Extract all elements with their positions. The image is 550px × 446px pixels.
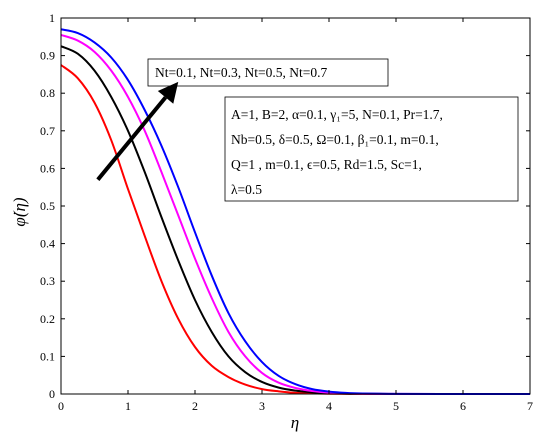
parameter-line-3: Q=1 , m=0.1, ϵ=0.5, Rd=1.5, Sc=1, — [231, 157, 422, 172]
ticks-group: 0 1 2 3 4 5 6 7 0 0.1 0.2 0.3 0.4 0.5 0.6 0.7 0.8 0.9 1 — [40, 11, 533, 413]
x-tick-label: 3 — [259, 399, 265, 413]
x-tick-label: 6 — [460, 399, 466, 413]
x-tick-label: 7 — [527, 399, 533, 413]
trend-arrow-head — [157, 81, 179, 104]
x-tick-label: 5 — [393, 399, 399, 413]
parameter-line-4: λ=0.5 — [231, 182, 262, 197]
x-tick-label: 1 — [125, 399, 131, 413]
x-axis-label: η — [291, 413, 299, 432]
legend-box — [147, 58, 389, 87]
x-tick-label: 2 — [192, 399, 198, 413]
x-tick-label: 0 — [58, 399, 64, 413]
parameter-line-1: A=1, B=2, α=0.1, γ₁=5, N=0.1, Pr=1.7, — [231, 107, 443, 122]
legend-text: Nt=0.1, Nt=0.3, Nt=0.5, Nt=0.7 — [155, 65, 327, 80]
parameter-line-2: Nb=0.5, δ=0.5, Ω=0.1, β₁=0.1, m=0.1, — [231, 132, 439, 147]
y-tick-label: 0.5 — [40, 199, 55, 213]
y-tick-label: 0.8 — [40, 86, 55, 100]
y-axis-label: φ̇(η) — [10, 197, 29, 226]
series-line-4 — [60, 28, 531, 396]
y-tick-label: 0.6 — [40, 161, 55, 175]
parameter-box — [224, 96, 519, 202]
trend-arrow — [96, 96, 168, 181]
y-tick-label: 0.7 — [40, 124, 55, 138]
x-tick-label: 4 — [326, 399, 332, 413]
y-tick-label: 0.3 — [40, 274, 55, 288]
y-tick-label: 0.4 — [40, 237, 55, 251]
y-tick-label: 0.2 — [40, 312, 55, 326]
y-tick-label: 0.1 — [40, 349, 55, 363]
y-tick-label: 0 — [49, 387, 55, 401]
y-tick-label: 0.9 — [40, 49, 55, 63]
y-tick-label: 1 — [49, 11, 55, 25]
